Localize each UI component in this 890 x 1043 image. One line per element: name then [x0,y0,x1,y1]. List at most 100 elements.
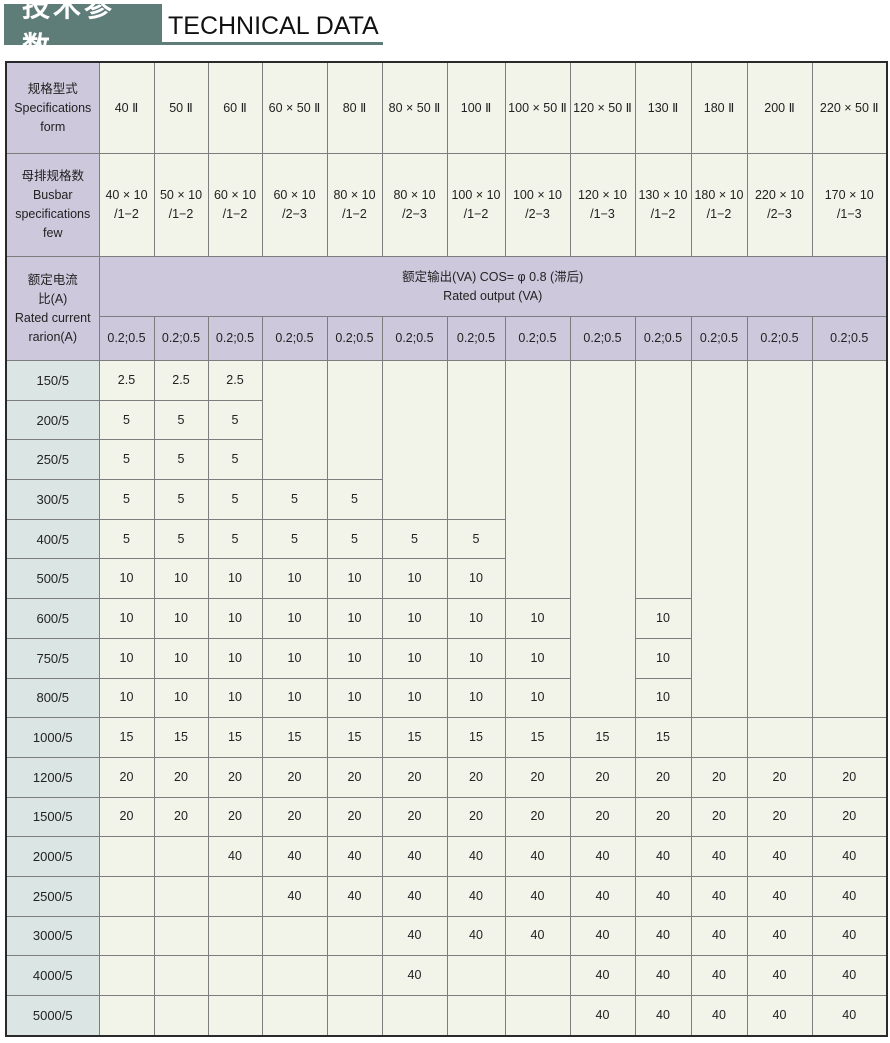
spec-cell-text: 180 Ⅱ [703,100,735,115]
value-cell: 20 [446,796,506,838]
value-cell: 20 [153,756,209,798]
value-cell-text: 40 [656,888,670,903]
busbar-label: 母排规格数 Busbar specifications few [5,153,100,257]
value-cell: 40 [746,915,813,957]
value-cell: 5 [153,399,209,441]
value-cell-text: 10 [119,650,134,665]
busbar-cell-text: 80 × 10 [333,188,376,202]
value-cell: 2.5 [153,360,209,401]
busbar-cell-text: 50 × 10 [159,188,203,202]
table-row: 5000/5 40 40 40 40 40 [5,994,888,1037]
spec-label-text: 规格型式 [27,81,78,96]
value-cell-text: 40 [712,968,726,983]
accuracy-cell-text: 0.2;0.5 [830,331,869,345]
value-cell: 10 [207,637,263,679]
value-cell: 40 [569,994,636,1037]
spec-cell-text: 200 Ⅱ [764,100,795,115]
value-cell: 20 [381,796,448,838]
value-cell-text: 40 [712,1007,726,1022]
busbar-cell-text: /1−3 [836,207,862,221]
value-cell: 10 [326,598,383,639]
value-cell-text: 10 [656,690,670,705]
value-cell-text: 40 [595,928,610,943]
value-cell: 10 [153,598,209,639]
value-cell-text: 10 [469,690,483,705]
busbar-cell-text: /2−3 [767,207,792,221]
value-cell: 40 [634,915,692,957]
value-cell-text: 5 [177,452,185,467]
value-cell: 10 [326,637,383,679]
blank-merged-cell [634,359,692,600]
spec-cell: 40 Ⅱ [98,61,155,154]
busbar-cell: 180 × 10/1−2 [690,153,748,257]
spec-cell: 100 × 50 Ⅱ [504,61,571,154]
accuracy-cell-text: 0.2;0.5 [215,331,255,345]
ratio-label: 750/5 [5,637,100,679]
value-cell-text: 40 [772,888,787,903]
value-cell-text: 40 [595,849,610,864]
value-cell: 10 [446,677,506,719]
value-cell: 40 [326,836,383,877]
spec-label-text: form [40,119,66,134]
value-cell-text: 20 [595,769,610,784]
accuracy-cell: 0.2;0.5 [326,316,383,361]
accuracy-cell: 0.2;0.5 [207,316,263,361]
value-cell-text: 40 [772,849,787,864]
accuracy-cell-text: 0.2;0.5 [275,331,314,345]
value-cell: 10 [504,677,571,719]
value-cell [504,955,571,996]
busbar-cell: 60 × 10/1−2 [207,153,263,257]
spec-cell: 80 Ⅱ [326,61,383,154]
value-cell-text: 20 [842,769,857,784]
value-cell-text: 40 [407,968,422,983]
value-cell [153,955,209,996]
value-cell-text: 40 [407,888,422,903]
ratio-label: 4000/5 [5,955,100,996]
value-cell: 10 [504,598,571,639]
spec-cell: 200 Ⅱ [746,61,813,154]
ratio-label-text: 1000/5 [32,730,73,746]
value-cell-text: 20 [407,809,422,824]
busbar-cell-text: 120 × 10 [577,188,627,202]
value-cell: 10 [634,598,692,639]
value-cell [153,994,209,1037]
table-row: 2500/5 40 40 40 40 40 40 40 40 40 40 [5,875,888,917]
value-cell: 5 [381,518,448,560]
busbar-cell-text: 170 × 10 [824,188,874,202]
ratio-label-text: 1200/5 [32,769,73,785]
value-cell [207,875,263,917]
value-cell-text: 20 [287,809,302,824]
value-cell: 20 [153,796,209,838]
rated-current-label-text: Rated current [14,310,91,325]
value-cell: 40 [746,836,813,877]
value-cell: 10 [261,558,328,600]
ratio-label-text: 300/5 [36,491,70,507]
value-cell: 40 [381,875,448,917]
value-cell-text: 20 [228,809,242,824]
value-cell-text: 5 [231,531,239,546]
value-cell: 10 [504,637,571,679]
value-cell: 40 [690,994,748,1037]
value-cell: 10 [446,558,506,600]
value-cell-text: 40 [407,849,422,864]
value-cell-text: 40 [772,968,787,983]
busbar-cell-text: 220 × 10 [754,188,804,202]
value-cell: 10 [207,598,263,639]
value-cell: 40 [261,836,328,877]
value-cell [98,836,155,877]
value-cell-text: 40 [407,928,422,943]
busbar-cell-text: /1−2 [222,207,248,221]
busbar-cell: 80 × 10/2−3 [381,153,448,257]
value-cell-text: 10 [656,650,670,665]
value-cell: 20 [811,756,888,798]
ratio-label: 600/5 [5,598,100,639]
blank-merged-cell [811,359,888,719]
value-cell-text: 10 [530,690,545,705]
value-cell-text: 5 [123,491,130,506]
spec-cell-text: 80 × 50 Ⅱ [388,100,441,115]
value-cell: 5 [326,518,383,560]
value-cell: 40 [504,915,571,957]
value-cell: 40 [634,994,692,1037]
value-cell-text: 10 [287,650,302,665]
value-cell [261,915,328,957]
